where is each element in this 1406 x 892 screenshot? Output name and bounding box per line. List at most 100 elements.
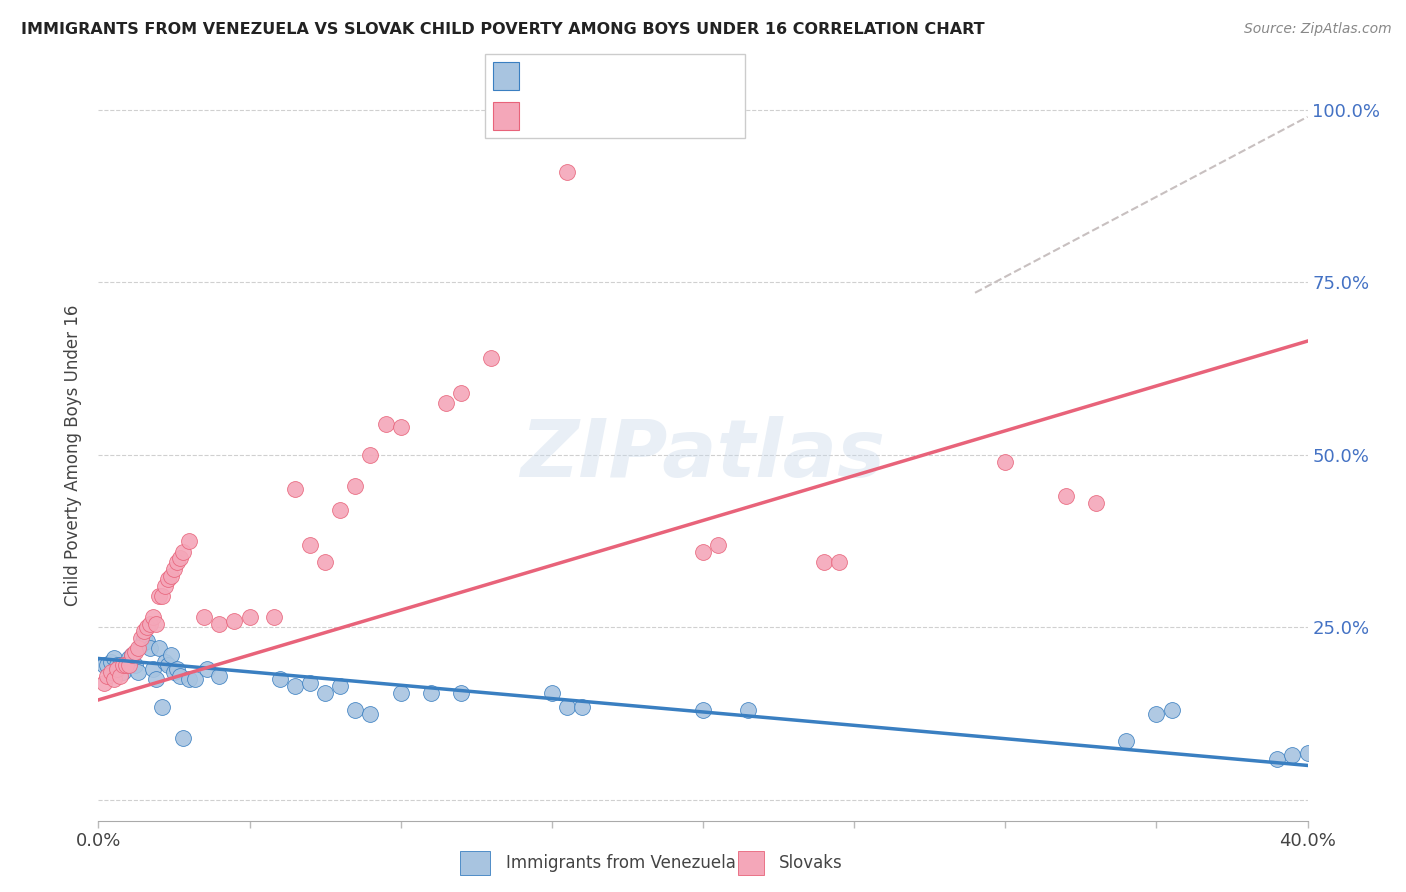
Text: Source: ZipAtlas.com: Source: ZipAtlas.com (1244, 22, 1392, 37)
Point (172, 731, 194, 745)
Text: 54: 54 (683, 106, 706, 124)
Text: Slovaks: Slovaks (779, 854, 842, 872)
Point (329, 679, 352, 693)
Point (314, 686, 336, 700)
Point (153, 579, 176, 593)
Text: 53: 53 (683, 67, 706, 85)
Point (132, 631, 155, 645)
Point (208, 617, 231, 632)
Point (127, 665, 149, 680)
Point (1281, 748, 1303, 763)
Point (166, 662, 188, 676)
Point (105, 658, 128, 673)
Text: N =: N = (636, 67, 673, 85)
Point (118, 658, 141, 673)
Point (103, 672, 125, 686)
Point (299, 675, 322, 690)
Point (111, 658, 134, 673)
Point (118, 651, 141, 665)
Point (96, 658, 118, 673)
Point (150, 590, 173, 604)
Point (707, 538, 730, 552)
Point (555, 699, 578, 714)
Point (450, 385, 472, 400)
Point (142, 662, 165, 676)
Point (344, 703, 367, 717)
Point (121, 648, 143, 662)
Point (299, 538, 322, 552)
Point (121, 648, 143, 662)
Point (284, 483, 307, 497)
Point (93, 658, 115, 673)
Point (193, 610, 215, 624)
Point (420, 686, 443, 700)
Point (1144, 706, 1167, 721)
FancyBboxPatch shape (460, 851, 491, 876)
Point (129, 638, 152, 652)
Point (692, 544, 714, 558)
FancyBboxPatch shape (485, 54, 745, 138)
Point (96, 669, 118, 683)
Point (129, 631, 152, 645)
Point (135, 634, 157, 648)
Point (1085, 496, 1108, 510)
FancyBboxPatch shape (494, 62, 519, 90)
Text: IMMIGRANTS FROM VENEZUELA VS SLOVAK CHILD POVERTY AMONG BOYS UNDER 16 CORRELATIO: IMMIGRANTS FROM VENEZUELA VS SLOVAK CHIL… (21, 22, 984, 37)
Point (179, 672, 201, 686)
Point (540, 686, 562, 700)
Point (163, 562, 186, 576)
Point (145, 617, 167, 632)
Point (108, 658, 131, 673)
Point (195, 662, 218, 676)
Text: -0.399: -0.399 (562, 67, 623, 85)
Point (148, 590, 170, 604)
Point (166, 555, 188, 569)
Point (1115, 734, 1137, 748)
Point (169, 551, 191, 566)
Point (389, 420, 412, 434)
Point (103, 651, 125, 665)
Point (139, 617, 162, 632)
Point (269, 672, 291, 686)
Point (224, 614, 246, 628)
Point (124, 644, 146, 658)
Point (111, 665, 134, 680)
Point (156, 658, 179, 673)
Point (1267, 751, 1289, 765)
Point (208, 669, 231, 683)
Text: 0.644: 0.644 (562, 106, 621, 124)
Point (160, 568, 183, 582)
Point (108, 669, 131, 683)
Point (555, 165, 578, 179)
Point (100, 655, 122, 669)
Point (124, 658, 146, 673)
Point (284, 679, 307, 693)
Text: Immigrants from Venezuela: Immigrants from Venezuela (506, 854, 735, 872)
Text: N =: N = (636, 106, 673, 124)
Point (239, 610, 262, 624)
Point (329, 503, 352, 517)
Point (692, 703, 714, 717)
Point (139, 641, 162, 656)
Point (132, 624, 155, 638)
Point (481, 351, 503, 366)
Point (163, 665, 186, 680)
Text: R =: R = (527, 106, 562, 124)
Point (153, 655, 176, 669)
Point (344, 479, 367, 493)
Point (389, 686, 412, 700)
Point (1160, 703, 1182, 717)
Point (145, 672, 167, 686)
Y-axis label: Child Poverty Among Boys Under 16: Child Poverty Among Boys Under 16 (65, 304, 83, 606)
Point (156, 572, 179, 586)
Point (184, 672, 207, 686)
Point (172, 544, 194, 558)
Point (813, 555, 835, 569)
Point (100, 665, 122, 680)
Point (148, 641, 170, 656)
Point (142, 610, 165, 624)
Point (127, 641, 149, 656)
Point (160, 648, 183, 662)
Point (737, 703, 759, 717)
FancyBboxPatch shape (738, 851, 763, 876)
